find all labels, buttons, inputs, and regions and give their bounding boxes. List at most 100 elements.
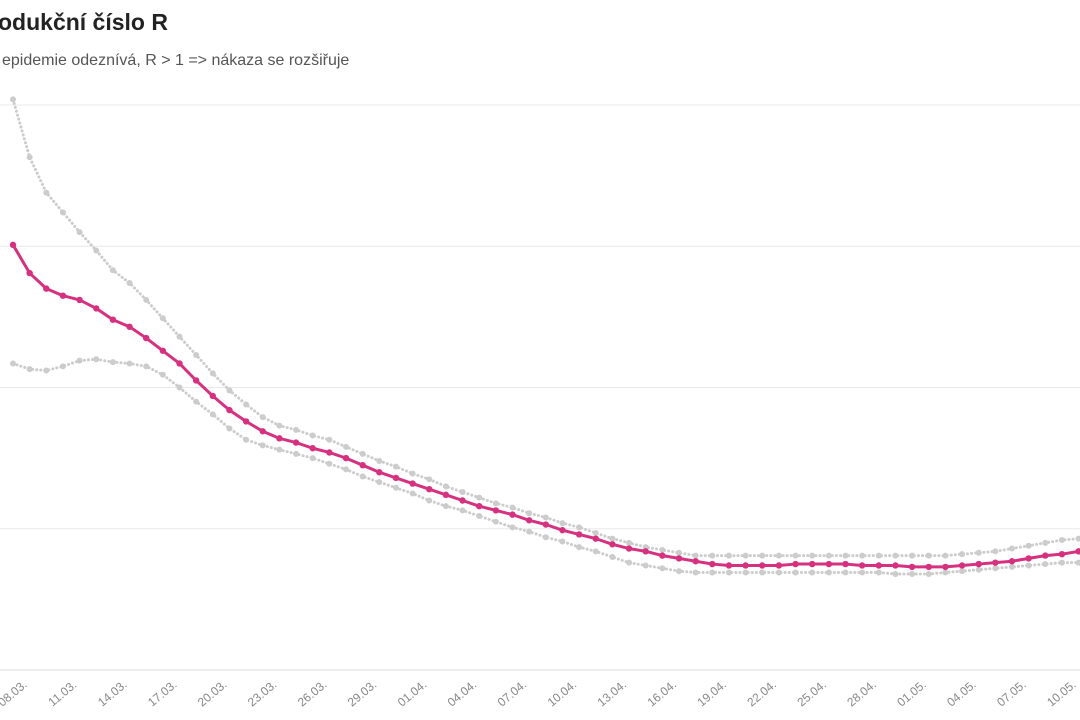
r-point (775, 562, 783, 569)
bound-point (825, 552, 832, 559)
bound-point (909, 570, 916, 577)
bound-line (11, 357, 1080, 576)
bound-point (692, 552, 699, 559)
bound-point (542, 534, 549, 541)
bound-point (775, 552, 782, 559)
bound-point (76, 229, 83, 236)
x-tick-label: 29.03. (345, 677, 380, 709)
r-point (525, 517, 533, 524)
bound-point (359, 473, 366, 480)
bound-point (909, 552, 916, 559)
bound-point (642, 562, 649, 569)
bound-point (159, 371, 166, 378)
x-tick-label: 10.05. (1044, 677, 1079, 709)
r-point (26, 269, 33, 277)
r-point (975, 560, 982, 568)
bound-point (1042, 539, 1049, 546)
bound-point (392, 484, 399, 491)
bound-point (925, 570, 932, 577)
bound-point (659, 546, 666, 553)
r-point (476, 502, 483, 510)
bound-point (459, 507, 466, 514)
bound-point (426, 476, 433, 483)
bound-point (492, 500, 499, 507)
bound-point (26, 366, 33, 373)
bound-point (792, 569, 799, 576)
x-tick-label: 08.03. (0, 677, 30, 709)
bound-point (126, 279, 133, 286)
bound-point (476, 494, 483, 501)
bound-point (442, 483, 449, 490)
r-point (942, 563, 949, 571)
x-tick-label: 23.03. (245, 677, 280, 709)
r-point (575, 531, 583, 538)
r-point (792, 560, 799, 568)
bound-point (875, 552, 882, 559)
bound-point (293, 450, 300, 457)
bound-point (359, 450, 366, 457)
r-point (709, 560, 716, 568)
bound-point (809, 552, 816, 559)
r-point (925, 563, 932, 571)
bound-point (409, 470, 416, 477)
bound-point (592, 548, 599, 555)
bound-point (43, 189, 50, 196)
bound-point (892, 570, 899, 577)
r-point (459, 497, 466, 504)
r-point (742, 562, 749, 569)
r-point (692, 558, 699, 565)
x-tick-label: 26.03. (295, 677, 330, 709)
bound-point (176, 333, 183, 340)
chart-title: odukční číslo R (0, 9, 168, 35)
bound-point (1009, 545, 1015, 552)
r-point (1075, 548, 1080, 555)
bound-point (276, 446, 283, 453)
bound-point (176, 384, 183, 391)
x-tick-label: 13.04. (595, 677, 630, 709)
bound-point (226, 425, 233, 432)
r-point (376, 469, 383, 476)
bound-point (326, 436, 333, 443)
r-point (359, 461, 366, 469)
x-tick-label: 25.04. (794, 677, 829, 709)
bound-point (1058, 559, 1065, 566)
r-point (143, 334, 150, 342)
bound-point (592, 529, 599, 536)
r-point (259, 428, 266, 435)
r-point (342, 454, 350, 462)
bound-point (1075, 535, 1080, 542)
bound-point (243, 436, 250, 443)
r-point (309, 445, 316, 452)
bound-point (509, 504, 516, 511)
bound-point (659, 565, 666, 572)
r-point (93, 305, 100, 312)
bound-point (992, 548, 999, 555)
r-point (825, 560, 833, 568)
bound-point (626, 539, 633, 546)
x-tick-label: 14.03. (95, 677, 130, 709)
chart-subtitle: epidemie odeznívá, R > 1 => nákaza se ro… (2, 52, 349, 69)
bound-point (542, 514, 549, 521)
bound-point (376, 479, 383, 486)
bound-point (376, 457, 383, 464)
bound-point (26, 154, 33, 161)
bound-point (259, 442, 266, 449)
r-point (642, 548, 649, 555)
r-point (392, 474, 400, 482)
r-point (659, 552, 666, 559)
x-tick-label: 17.03. (145, 677, 180, 709)
bound-point (709, 569, 716, 576)
r-point (908, 563, 916, 571)
r-point (1058, 550, 1066, 558)
bound-point (676, 549, 682, 556)
bound-point (426, 497, 433, 504)
bound-point (759, 552, 766, 559)
bound-point (576, 544, 583, 551)
r-point (809, 560, 816, 568)
x-tick-label: 10.04. (545, 677, 580, 709)
bound-point (775, 569, 782, 576)
r-point (892, 562, 899, 569)
r-point (1042, 552, 1049, 559)
bound-point (859, 552, 866, 559)
bound-point (343, 443, 349, 450)
